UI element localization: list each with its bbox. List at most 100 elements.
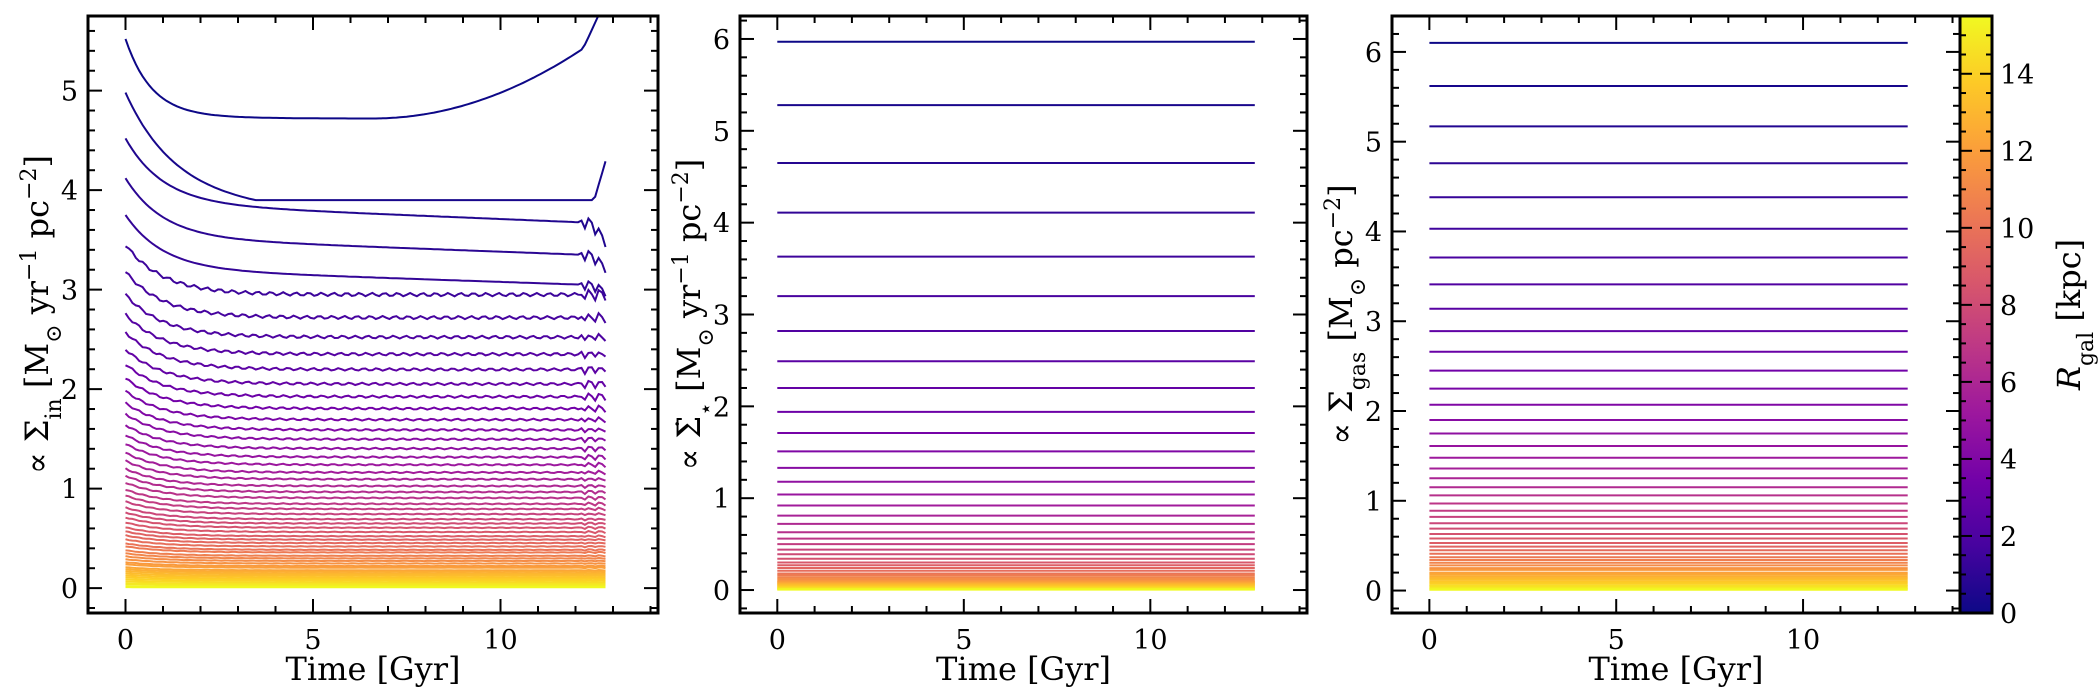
- colorbar-frame: [1958, 14, 1994, 615]
- y-tick-label: 2: [713, 392, 730, 423]
- series-group: [124, 16, 607, 589]
- series-group: [1429, 41, 1908, 591]
- series-line: [125, 580, 606, 584]
- series-line: [125, 443, 607, 469]
- y-axis-title: ∝ Σ̇⋆ [M⊙ yr−1 pc−2]: [669, 159, 719, 471]
- panel-star-formation-rate: 0 5 10 0 1 2 3 4 5 6 Time [Gyr] ∝ Σ̇⋆ [M⊙ yr−1 pc−2…: [669, 14, 1309, 688]
- series-line: [125, 451, 607, 476]
- series-line: [125, 555, 606, 563]
- y-tick-label: 6: [1365, 38, 1382, 69]
- series-line: [125, 506, 606, 522]
- y-tick-label: 5: [713, 117, 730, 148]
- colorbar-tick-label: 4: [2000, 445, 2017, 476]
- y-tick-label: 4: [1365, 217, 1382, 248]
- x-tick-label: 0: [117, 625, 134, 656]
- series-line: [125, 494, 606, 512]
- colorbar-tick-label: 6: [2000, 368, 2017, 399]
- x-tick-label: 5: [1608, 625, 1625, 656]
- y-tick-label: 3: [713, 301, 730, 332]
- y-tick-label: 4: [61, 176, 78, 207]
- series-line: [124, 214, 607, 297]
- series-line: [125, 364, 607, 403]
- series-line: [124, 245, 607, 303]
- series-line: [125, 552, 606, 560]
- series-line: [124, 467, 606, 490]
- series-line: [125, 538, 606, 549]
- series-line: [125, 574, 606, 579]
- x-tick-label: 5: [955, 625, 972, 656]
- y-tick-label: 0: [1365, 577, 1382, 608]
- series-line: [125, 583, 606, 586]
- plot-frame: [86, 14, 660, 615]
- x-tick-label: 10: [1133, 625, 1167, 656]
- series-line: [124, 412, 607, 444]
- y-tick-label: 1: [713, 484, 730, 515]
- y-axis-title: ∝ Σin [M⊙ yr−1 pc−2]: [17, 155, 67, 474]
- series-line: [125, 542, 606, 552]
- x-tick-label: 0: [1421, 625, 1438, 656]
- y-tick-label: 0: [61, 574, 78, 605]
- x-axis-title: Time [Gyr]: [936, 650, 1111, 688]
- y-tick-label: 5: [1365, 128, 1382, 159]
- series-line: [125, 566, 606, 572]
- x-tick-label: 10: [483, 625, 517, 656]
- series-line: [124, 331, 607, 376]
- y-tick-label: 2: [1365, 397, 1382, 428]
- series-line: [125, 549, 606, 558]
- y-tick-label: 2: [61, 375, 78, 406]
- colorbar-tick-label: 0: [2000, 599, 2017, 630]
- x-axis-title: Time [Gyr]: [1589, 650, 1764, 688]
- series-line: [124, 177, 607, 274]
- series-line: [125, 568, 606, 574]
- colorbar-tick-label: 12: [2000, 137, 2034, 168]
- series-line: [125, 558, 606, 565]
- y-tick-label: 1: [1365, 487, 1382, 518]
- series-line: [125, 489, 607, 507]
- x-tick-label: 5: [304, 625, 321, 656]
- x-tick-label: 10: [1786, 625, 1820, 656]
- series-line: [125, 545, 606, 555]
- series-line: [125, 434, 607, 462]
- series-line: [125, 576, 606, 581]
- series-line: [124, 312, 607, 360]
- series-line: [124, 137, 607, 248]
- series-line: [125, 572, 606, 577]
- series-line: [124, 389, 607, 424]
- series-line: [125, 377, 607, 413]
- series-line: [125, 561, 606, 568]
- series-line: [125, 474, 606, 496]
- y-tick-label: 5: [61, 77, 78, 108]
- colorbar-tick-label: 14: [2000, 60, 2034, 91]
- colorbar-tick-label: 8: [2000, 291, 2017, 322]
- y-tick-label: 3: [1365, 307, 1382, 338]
- series-line: [124, 459, 606, 482]
- series-line: [125, 526, 606, 539]
- colorbar-label: Rgal [kpc]: [2050, 239, 2099, 391]
- y-tick-label: 3: [61, 276, 78, 307]
- colorbar-tick-label: 2: [2000, 522, 2017, 553]
- panel-gas-surface-density: 0 5 10 0 1 2 3 4 5 6 Time [Gyr] ∝ Σgas [M⊙ pc−2]: [1321, 14, 1962, 688]
- colorbar: 0 2 4 6 8 10 12 14 Rgal [kpc]: [1958, 14, 2099, 630]
- x-tick-label: 0: [769, 625, 786, 656]
- x-axis-title: Time [Gyr]: [286, 650, 461, 688]
- series-line: [124, 271, 607, 324]
- series-line: [124, 16, 600, 120]
- series-line: [125, 516, 606, 531]
- y-axis-title: ∝ Σgas [M⊙ pc−2]: [1321, 184, 1371, 444]
- series-line: [125, 578, 606, 582]
- colorbar-tick-label: 10: [2000, 214, 2034, 245]
- y-tick-label: 1: [61, 475, 78, 506]
- series-line: [124, 293, 607, 342]
- series-line: [125, 534, 606, 545]
- series-line: [125, 521, 606, 535]
- series-line: [125, 511, 606, 526]
- y-tick-label: 0: [713, 576, 730, 607]
- y-tick-label: 4: [713, 209, 730, 240]
- series-line: [125, 530, 606, 542]
- y-tick-label: 6: [713, 25, 730, 56]
- series-group: [777, 40, 1255, 591]
- series-line: [124, 424, 607, 454]
- colorbar-gradient: [1960, 16, 1992, 613]
